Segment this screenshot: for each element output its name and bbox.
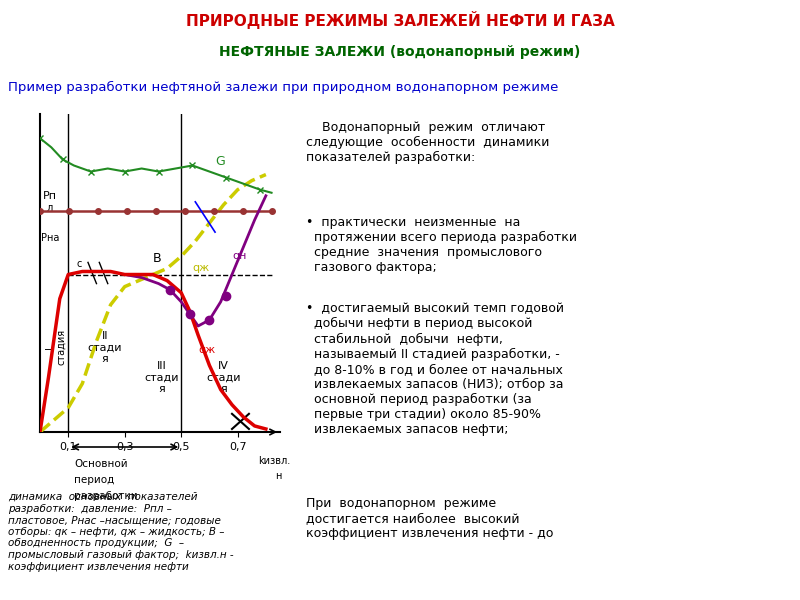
Text: Pп: Pп [43,191,57,201]
Text: Основной: Основной [74,459,127,469]
Text: период: период [74,475,114,485]
Text: •  достигаемый высокий темп годовой
  добычи нефти в период высокой
  стабильной: • достигаемый высокий темп годовой добыч… [306,302,564,436]
Text: н: н [275,472,282,481]
Text: I
стадия: I стадия [45,329,66,365]
Text: с: с [77,259,82,269]
Text: II
стади
я: II стади я [88,331,122,364]
Text: Пример разработки нефтяной залежи при природном водонапорном режиме: Пример разработки нефтяной залежи при пр… [8,80,558,94]
Text: При  водонапорном  режиме
достигается наиболее  высокий
коэффициент извлечения н: При водонапорном режиме достигается наиб… [306,497,554,540]
Text: G: G [215,155,225,169]
Text: разработки: разработки [74,491,138,501]
Text: IV
стади
я: IV стади я [206,361,241,394]
Text: Водонапорный  режим  отличают
следующие  особенности  динамики
показателей разра: Водонапорный режим отличают следующие ос… [306,121,550,164]
Text: НЕФТЯНЫЕ ЗАЛЕЖИ (водонапорный режим): НЕФТЯНЫЕ ЗАЛЕЖИ (водонапорный режим) [219,45,581,59]
Text: л: л [47,203,54,213]
Text: ПРИРОДНЫЕ РЕЖИМЫ ЗАЛЕЖЕЙ НЕФТИ И ГАЗА: ПРИРОДНЫЕ РЕЖИМЫ ЗАЛЕЖЕЙ НЕФТИ И ГАЗА [186,11,614,29]
Text: динамика  основных  показателей
разработки:  давление:  Рпл –
пластовое, Рнас –н: динамика основных показателей разработки… [8,492,234,572]
Text: kизвл.: kизвл. [258,456,290,466]
Text: III
стади
я: III стади я [144,361,178,394]
Text: qн: qн [232,251,246,262]
Text: qж: qж [198,345,215,355]
Text: •  практически  неизменные  на
  протяжении всего периода разработки
  средние  : • практически неизменные на протяжении в… [306,216,577,274]
Text: qж: qж [193,263,210,274]
Text: B: B [153,253,162,265]
Text: Pна: Pна [42,233,60,243]
